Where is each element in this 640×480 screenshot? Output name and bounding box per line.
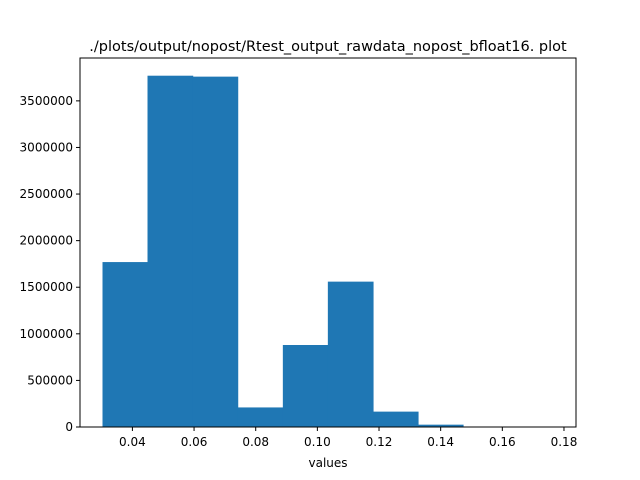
histogram-bar [282, 345, 329, 427]
x-axis-ticks: 0.04 0.06 0.08 0.10 0.12 0.14 0.16 0.18 [119, 427, 577, 449]
x-tick-label: 0.08 [242, 435, 269, 449]
histogram-bar [102, 262, 148, 427]
x-tick-label: 0.18 [551, 435, 578, 449]
y-tick-label: 500000 [27, 373, 73, 387]
histogram-bar [327, 281, 374, 427]
y-tick-label: 2500000 [20, 187, 73, 201]
histogram-bar [418, 424, 464, 427]
x-tick-label: 0.06 [181, 435, 208, 449]
histogram-bar [192, 76, 239, 428]
y-tick-label: 3000000 [20, 140, 73, 154]
y-tick-label: 1000000 [20, 327, 73, 341]
y-axis-ticks: 0 500000 1000000 1500000 2000000 2500000 30000… [20, 94, 80, 434]
y-tick-label: 1500000 [20, 280, 73, 294]
histogram-bars [102, 75, 554, 428]
x-tick-label: 0.04 [119, 435, 146, 449]
x-tick-label: 0.16 [489, 435, 516, 449]
y-tick-label: 0 [65, 420, 73, 434]
plot-frame [79, 57, 577, 428]
histogram-bar [237, 407, 284, 427]
x-axis-label: values [308, 456, 347, 470]
histogram-bar [147, 75, 194, 428]
x-tick-label: 0.12 [366, 435, 393, 449]
y-tick-label: 3500000 [20, 94, 73, 108]
x-tick-label: 0.14 [427, 435, 454, 449]
y-tick-label: 2000000 [20, 234, 73, 248]
chart-title: ./plots/output/nopost/Rtest_output_rawda… [89, 39, 567, 55]
x-tick-label: 0.10 [304, 435, 331, 449]
histogram-bar [373, 411, 419, 427]
